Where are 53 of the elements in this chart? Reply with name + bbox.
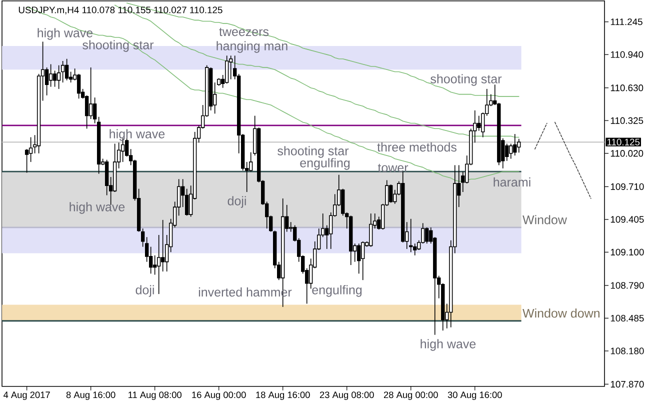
x-tick-label: 4 Aug 2017	[3, 392, 50, 400]
annotation: hanging man	[216, 41, 288, 53]
candlestick	[361, 241, 365, 280]
y-tick-label: 107.870	[610, 380, 644, 388]
band-label: Window	[522, 215, 567, 224]
y-tick-label: 108.485	[610, 314, 644, 322]
annotation: doji	[228, 196, 246, 208]
annotation: harami	[494, 177, 530, 187]
annotation: shooting star	[430, 74, 502, 86]
x-tick-label: 23 Aug 08:00	[320, 392, 374, 400]
y-tick-label: 110.630	[610, 84, 644, 92]
y-tick-label: 111.245	[610, 18, 642, 26]
y-tick-label: 109.710	[610, 183, 644, 190]
line-series	[534, 122, 548, 150]
y-tick-label: 110.940	[610, 51, 644, 58]
y-tick-label: 108.180	[610, 348, 644, 354]
annotation: shooting star	[82, 40, 154, 52]
annotation: high wave	[110, 129, 165, 141]
ref-line-label: 110.125	[607, 138, 640, 146]
y-tick-label: 110.325	[610, 117, 644, 124]
candlestick	[517, 138, 521, 153]
annotation: engulfing	[312, 285, 362, 297]
candlestick	[160, 220, 165, 272]
annotation: tower	[378, 164, 408, 172]
y-tick-label: 109.100	[610, 248, 644, 256]
annotation: doji	[136, 285, 154, 297]
y-tick-label: 108.790	[610, 282, 644, 289]
candlestick	[357, 243, 361, 274]
annotation: high wave	[70, 202, 125, 214]
annotation: engulfing	[300, 158, 350, 170]
x-tick-label: 11 Aug 08:00	[128, 392, 182, 400]
candlestick	[513, 134, 517, 156]
annotation: high wave	[420, 339, 476, 351]
candlestick	[369, 213, 373, 248]
candlestick	[413, 243, 417, 256]
y-tick-label: 110.020	[610, 150, 644, 157]
candlestick	[505, 143, 509, 162]
x-tick-label: 28 Aug 00:00	[384, 392, 438, 400]
candlestick	[497, 102, 501, 166]
x-tick-label: 30 Aug 16:00	[448, 392, 502, 400]
candlestick	[509, 143, 513, 160]
candlestick	[156, 234, 161, 294]
y-tick-label: 109.405	[610, 216, 644, 223]
annotation: three methods	[377, 142, 456, 152]
x-tick-label: 18 Aug 16:00	[256, 392, 310, 400]
band-label: Window down	[522, 308, 600, 318]
candlestick	[349, 215, 353, 266]
annotation: shooting star	[278, 146, 349, 158]
x-tick-label: 16 Aug 00:00	[192, 392, 246, 400]
annotation: high wave	[38, 28, 93, 40]
candlestick	[389, 184, 393, 204]
text: USDJPY.m,H4 110.078 110.155 110.027 110.125	[18, 6, 222, 14]
x-tick-label: 8 Aug 16:00	[66, 392, 116, 400]
